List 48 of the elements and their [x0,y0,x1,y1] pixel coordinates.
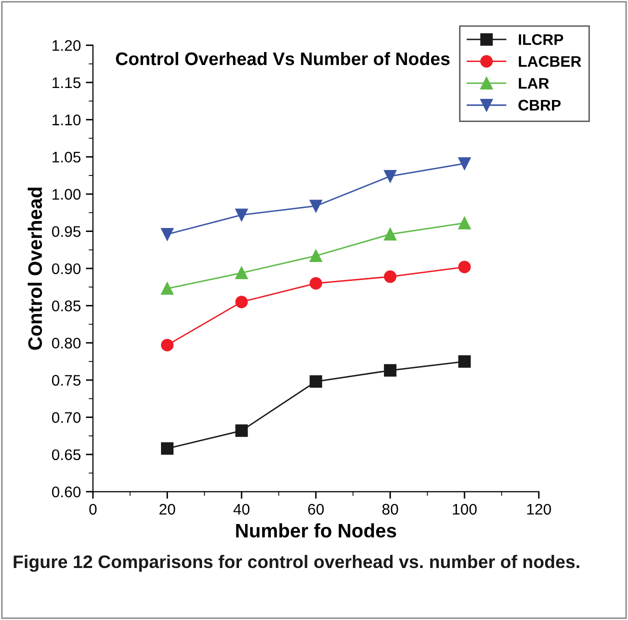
legend-label: ILCRP [518,34,564,45]
y-tick-label: 0.70 [52,412,81,423]
y-tick-label: 0.85 [52,300,80,312]
point [235,266,248,280]
point [384,270,396,283]
x-axis-title: Number fo Nodes [236,523,396,538]
y-tick-label: 0.65 [52,449,80,460]
point [458,355,471,368]
y-tick-label: 0.95 [52,226,80,237]
x-tick-label: 120 [527,504,551,515]
y-tick-label: 0.60 [52,486,81,498]
y-tick-label: 1.05 [52,152,80,163]
point [458,216,471,230]
y-tick-label: 1.10 [52,114,81,126]
legend-label: LACBER [518,56,582,67]
point [235,424,248,437]
x-tick-label: 40 [233,504,250,515]
y-tick-label: 0.75 [52,374,80,386]
point [161,338,174,352]
chart-title: Control Overhead Vs Number of Nodes [116,52,450,66]
y-tick-label: 0.80 [52,338,81,349]
y-tick-label: 1.00 [52,188,81,200]
point [458,157,471,170]
legend-label: LAR [518,78,549,89]
caption: Figure 12 Comparisons for control overhead vs. number of nodes. [14,554,580,572]
point [384,228,396,240]
point [384,364,396,377]
y-axis-title: Control Overhead [28,188,42,350]
x-tick-label: 100 [452,504,477,515]
point [384,170,396,182]
point [310,277,322,290]
x-tick-label: 60 [308,504,324,515]
y-tick-label: 1.15 [52,77,80,88]
x-tick-label: 20 [160,504,176,515]
point [235,296,248,308]
legend-label: CBRP [518,100,561,111]
point [161,228,174,240]
x-tick-label: 80 [382,504,398,515]
point [235,208,248,222]
point [161,282,174,295]
point [458,260,471,274]
y-tick-label: 0.90 [52,263,81,274]
x-tick-label: 0 [89,504,97,515]
point [310,375,322,388]
y-tick-label: 1.20 [52,40,81,51]
point [310,200,322,212]
point [161,442,174,455]
point [310,250,322,262]
